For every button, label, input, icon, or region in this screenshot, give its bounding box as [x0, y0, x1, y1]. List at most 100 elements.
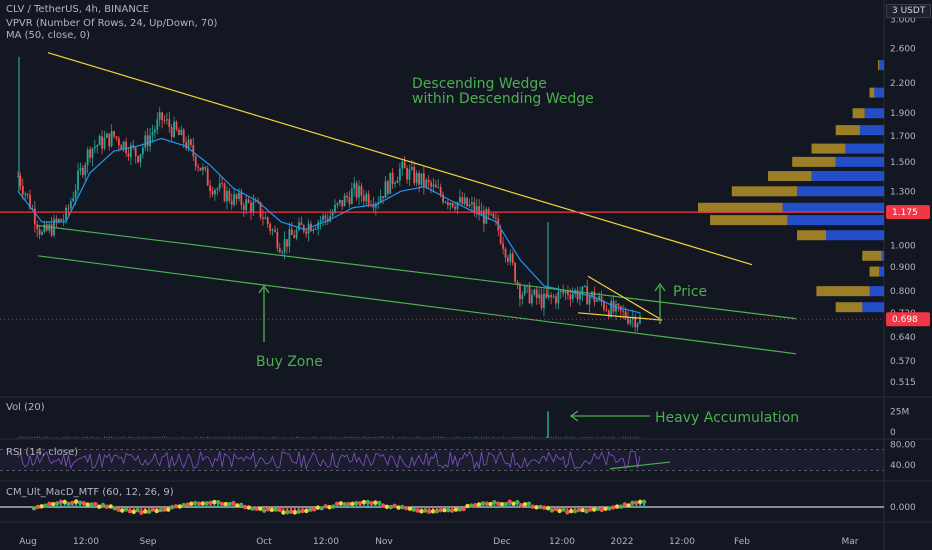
candle-body — [302, 225, 305, 232]
candle-body — [168, 119, 171, 128]
macd-dot — [150, 507, 156, 512]
candle-body — [406, 168, 408, 180]
price-axis-tick: 1.500 — [890, 158, 916, 168]
macd-dot — [542, 505, 547, 510]
macd-dot — [591, 507, 597, 512]
candle-body — [555, 296, 557, 304]
volume-pane-label[interactable]: Vol (20) — [6, 402, 45, 413]
rsi-pane-label[interactable]: RSI (14, close) — [6, 447, 79, 458]
vpvr-up-bar — [782, 202, 884, 213]
price-axis-tick: 0.900 — [890, 263, 916, 273]
vpvr-up-bar — [862, 302, 884, 313]
candle-body — [165, 119, 168, 121]
candle-body — [583, 286, 586, 288]
candle-body — [77, 170, 79, 191]
candle-body — [463, 197, 466, 205]
candle-body — [413, 167, 416, 184]
candle-body — [588, 296, 591, 305]
candle-body — [295, 230, 298, 238]
ma-legend[interactable]: MA (50, close, 0) — [6, 30, 91, 41]
macd-dot — [192, 500, 198, 506]
candle-body — [266, 217, 269, 225]
resistance-price-label: 1.175 — [892, 208, 918, 218]
vpvr-down-bar — [792, 156, 836, 167]
vpvr-legend[interactable]: VPVR (Number Of Rows, 24, Up/Down, 70) — [6, 18, 218, 29]
candle-body — [137, 156, 139, 163]
macd-dot — [545, 505, 551, 511]
macd-dot — [522, 502, 528, 507]
candle-body — [511, 253, 514, 263]
candle-body — [398, 168, 401, 181]
macd-dot — [599, 507, 604, 513]
x-axis-tick-label: 12:00 — [669, 537, 695, 547]
candle-body — [81, 167, 84, 176]
macd-dot — [396, 505, 401, 510]
candle-body — [466, 197, 468, 207]
macd-dot — [614, 504, 620, 509]
vpvr-down-bar — [877, 60, 880, 71]
candle-body — [516, 281, 519, 285]
candle-body — [62, 219, 65, 221]
macd-dot — [511, 501, 516, 506]
candle-body — [190, 139, 192, 145]
candle-body — [38, 229, 41, 235]
candle-body — [485, 209, 488, 224]
currency-badge[interactable]: 3 USDT — [886, 4, 932, 18]
macd-dot — [618, 504, 624, 509]
candle-body — [65, 207, 67, 220]
macd-pane-label[interactable]: CM_Ult_MacD_MTF (60, 12, 26, 9) — [6, 487, 174, 498]
candle-body — [425, 179, 428, 187]
macd-dot — [568, 508, 574, 514]
vpvr-up-bar — [874, 87, 884, 98]
candle-body — [139, 154, 142, 163]
macd-dot — [93, 501, 98, 507]
macd-dot — [461, 506, 466, 512]
candle-body — [290, 229, 293, 236]
candle-body — [91, 148, 94, 158]
candle-body — [21, 186, 24, 195]
candle-body — [180, 129, 183, 136]
buy-zone-arrowhead — [258, 284, 270, 294]
macd-dot — [70, 500, 75, 506]
candle-body — [324, 215, 327, 219]
candle-body — [610, 301, 613, 317]
candle-body — [98, 136, 101, 146]
symbol-legend[interactable]: CLV / TetherUS, 4h, BINANCE — [6, 4, 150, 15]
candle-body — [394, 182, 396, 184]
candle-body — [110, 131, 113, 147]
candle-body — [562, 290, 565, 294]
candle-body — [312, 229, 315, 232]
macd-dot — [423, 508, 428, 513]
candle-body — [74, 190, 77, 198]
candle-body — [101, 136, 103, 149]
candle-body — [214, 189, 216, 195]
macd-dot — [626, 503, 631, 508]
x-axis-tick-label: Sep — [140, 537, 157, 547]
candle-body — [226, 190, 228, 202]
macd-dot — [139, 510, 144, 515]
macd-dot — [315, 505, 321, 510]
candle-body — [470, 202, 473, 205]
macd-dot — [200, 501, 206, 506]
macd-dot — [208, 500, 213, 506]
candle-body — [523, 286, 526, 295]
candle-body — [105, 133, 108, 138]
candle-body — [247, 199, 250, 203]
macd-dot — [519, 502, 524, 508]
candle-body — [163, 120, 166, 122]
candle-body — [286, 239, 288, 247]
macd-dot — [361, 499, 367, 505]
macd-dot — [607, 506, 612, 511]
candle-body — [185, 142, 188, 149]
candle-body — [209, 185, 212, 192]
candle-body — [389, 172, 392, 194]
macd-dot — [135, 508, 140, 513]
price-axis-tick: 1.900 — [890, 109, 916, 119]
candle-body — [115, 136, 118, 139]
candle-body — [288, 229, 291, 247]
macd-dot — [277, 507, 282, 513]
trendline — [47, 52, 753, 266]
candle-body — [29, 194, 31, 209]
heavy-accumulation-label: Heavy Accumulation — [655, 410, 800, 426]
